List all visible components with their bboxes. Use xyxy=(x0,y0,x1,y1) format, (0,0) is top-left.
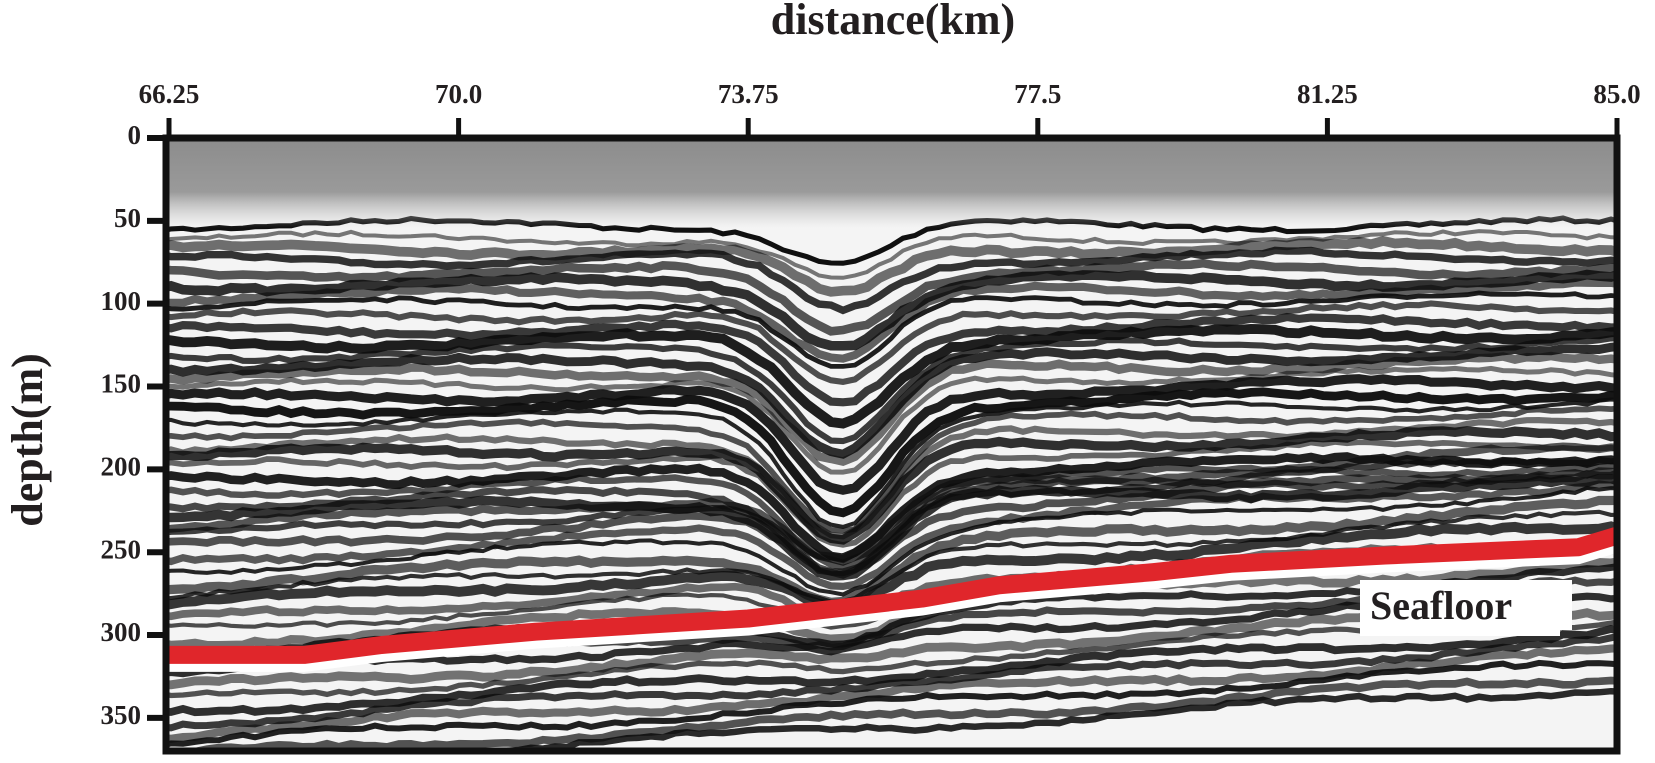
seafloor-line xyxy=(169,526,1617,664)
reflector xyxy=(169,300,1617,385)
reflector xyxy=(169,485,1617,597)
marks xyxy=(169,526,1617,672)
reflector xyxy=(169,480,1617,591)
plot-frame xyxy=(162,134,1621,755)
x-tick-label: 70.0 xyxy=(435,79,482,109)
reflector xyxy=(169,278,1617,363)
reflector xyxy=(169,312,1617,407)
reflector xyxy=(169,258,1617,336)
x-tick-label: 66.25 xyxy=(139,79,200,109)
x-tick-label: 77.5 xyxy=(1014,79,1061,109)
y-tick-label: 50 xyxy=(114,203,141,233)
reflector xyxy=(169,644,1617,743)
reflector xyxy=(169,335,1617,445)
y-tick-label: 100 xyxy=(101,286,142,316)
y-tick-label: 350 xyxy=(101,700,142,730)
reflector xyxy=(169,659,1617,748)
reflector xyxy=(169,442,1617,564)
reflector xyxy=(169,235,1617,297)
reflector xyxy=(479,687,1617,751)
water-column xyxy=(169,138,1617,228)
reflector xyxy=(169,229,1617,280)
reflector xyxy=(169,469,1617,577)
reflector xyxy=(169,509,1617,604)
reflector xyxy=(169,397,1617,530)
reflector xyxy=(169,521,1617,611)
label-box xyxy=(1360,580,1560,636)
reflector xyxy=(169,456,1617,566)
reflector xyxy=(169,290,1617,369)
reflector xyxy=(169,387,1617,518)
reflector xyxy=(169,676,1617,751)
y-tick-label: 200 xyxy=(101,452,142,482)
y-axis-title: depth(m) xyxy=(3,353,52,527)
reflector xyxy=(169,426,1617,545)
reflector xyxy=(169,633,1617,732)
reflector xyxy=(169,495,1617,607)
x-tick-label: 81.25 xyxy=(1297,79,1358,109)
annotation: Seafloor xyxy=(1370,583,1512,628)
reflector xyxy=(169,342,1617,459)
reflector xyxy=(169,323,1617,429)
reflector xyxy=(169,405,1617,534)
y-tick-label: 0 xyxy=(128,120,142,150)
x-axis-title: distance(km) xyxy=(771,0,1015,44)
reflector xyxy=(169,351,1617,467)
x-tick-label: 85.0 xyxy=(1593,79,1640,109)
y-tick-label: 250 xyxy=(101,534,142,564)
x-tick-label: 73.75 xyxy=(718,79,779,109)
reflector xyxy=(169,439,1617,548)
reflector xyxy=(169,246,1617,315)
y-tick-label: 300 xyxy=(101,617,142,647)
reflector xyxy=(169,374,1617,495)
reflector xyxy=(169,269,1617,351)
y-tick-label: 150 xyxy=(101,369,142,399)
seafloor-underlay xyxy=(169,538,1617,672)
reflector xyxy=(169,625,1617,717)
reflector xyxy=(169,365,1617,475)
